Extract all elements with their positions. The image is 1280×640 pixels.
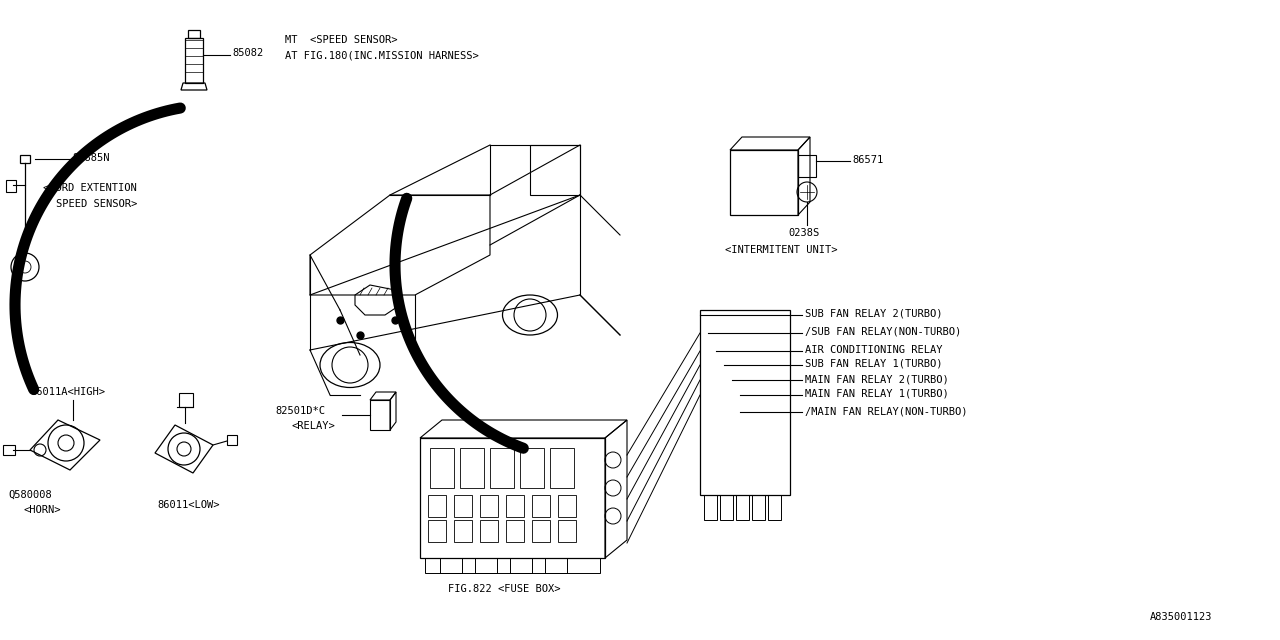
Text: AIR CONDITIONING RELAY: AIR CONDITIONING RELAY bbox=[805, 345, 942, 355]
Bar bbox=[454, 520, 472, 542]
Text: 86011<LOW>: 86011<LOW> bbox=[157, 500, 219, 510]
Bar bbox=[428, 495, 445, 517]
Text: FIG.822 <FUSE BOX>: FIG.822 <FUSE BOX> bbox=[448, 584, 561, 594]
Bar bbox=[532, 495, 550, 517]
Bar bbox=[532, 520, 550, 542]
Bar bbox=[558, 520, 576, 542]
Text: <RELAY>: <RELAY> bbox=[292, 421, 335, 431]
Text: 86571: 86571 bbox=[852, 155, 883, 165]
Text: 0238S: 0238S bbox=[788, 228, 819, 238]
Text: <INTERMITENT UNIT>: <INTERMITENT UNIT> bbox=[724, 245, 837, 255]
Bar bbox=[797, 155, 817, 177]
Bar bbox=[545, 558, 567, 573]
Text: 86011A<HIGH>: 86011A<HIGH> bbox=[29, 387, 105, 397]
Text: /SUB FAN RELAY(NON-TURBO): /SUB FAN RELAY(NON-TURBO) bbox=[805, 327, 961, 337]
Bar bbox=[480, 495, 498, 517]
Bar bbox=[480, 520, 498, 542]
Bar bbox=[188, 30, 200, 38]
Text: MAIN FAN RELAY 2(TURBO): MAIN FAN RELAY 2(TURBO) bbox=[805, 374, 948, 384]
Bar bbox=[736, 495, 749, 520]
Text: SUB FAN RELAY 1(TURBO): SUB FAN RELAY 1(TURBO) bbox=[805, 359, 942, 369]
Bar bbox=[440, 558, 462, 573]
Bar bbox=[20, 155, 29, 163]
Bar bbox=[428, 520, 445, 542]
Bar bbox=[506, 495, 524, 517]
Text: <CORD EXTENTION: <CORD EXTENTION bbox=[44, 183, 137, 193]
Text: 82501D*C: 82501D*C bbox=[275, 406, 325, 416]
Bar bbox=[719, 495, 733, 520]
Bar bbox=[558, 495, 576, 517]
Bar bbox=[730, 150, 797, 215]
Bar bbox=[460, 448, 484, 488]
Text: SPEED SENSOR>: SPEED SENSOR> bbox=[56, 199, 137, 209]
Bar bbox=[179, 393, 193, 407]
Bar bbox=[520, 448, 544, 488]
Text: AT FIG.180(INC.MISSION HARNESS>: AT FIG.180(INC.MISSION HARNESS> bbox=[285, 50, 479, 60]
Bar bbox=[768, 495, 781, 520]
Text: /MAIN FAN RELAY(NON-TURBO): /MAIN FAN RELAY(NON-TURBO) bbox=[805, 406, 968, 416]
Bar bbox=[3, 445, 15, 455]
Text: A835001123: A835001123 bbox=[1149, 612, 1212, 622]
Bar bbox=[475, 558, 497, 573]
Bar bbox=[753, 495, 765, 520]
Text: Q580008: Q580008 bbox=[8, 490, 51, 500]
Bar bbox=[506, 520, 524, 542]
Bar bbox=[509, 558, 532, 573]
Bar bbox=[430, 448, 454, 488]
Bar bbox=[550, 448, 573, 488]
Text: MT  <SPEED SENSOR>: MT <SPEED SENSOR> bbox=[285, 35, 398, 45]
Bar bbox=[370, 400, 390, 430]
Bar bbox=[227, 435, 237, 445]
Bar bbox=[425, 558, 600, 573]
Bar bbox=[420, 438, 605, 558]
Bar bbox=[700, 310, 790, 495]
Bar bbox=[6, 180, 15, 192]
Bar bbox=[454, 495, 472, 517]
Bar bbox=[704, 495, 717, 520]
Text: 85082: 85082 bbox=[232, 48, 264, 58]
Text: 81885N: 81885N bbox=[72, 153, 110, 163]
Bar bbox=[530, 145, 580, 195]
Text: <HORN>: <HORN> bbox=[23, 505, 60, 515]
Text: MAIN FAN RELAY 1(TURBO): MAIN FAN RELAY 1(TURBO) bbox=[805, 389, 948, 399]
Text: SUB FAN RELAY 2(TURBO): SUB FAN RELAY 2(TURBO) bbox=[805, 309, 942, 319]
Bar bbox=[490, 448, 515, 488]
Bar bbox=[186, 38, 204, 83]
